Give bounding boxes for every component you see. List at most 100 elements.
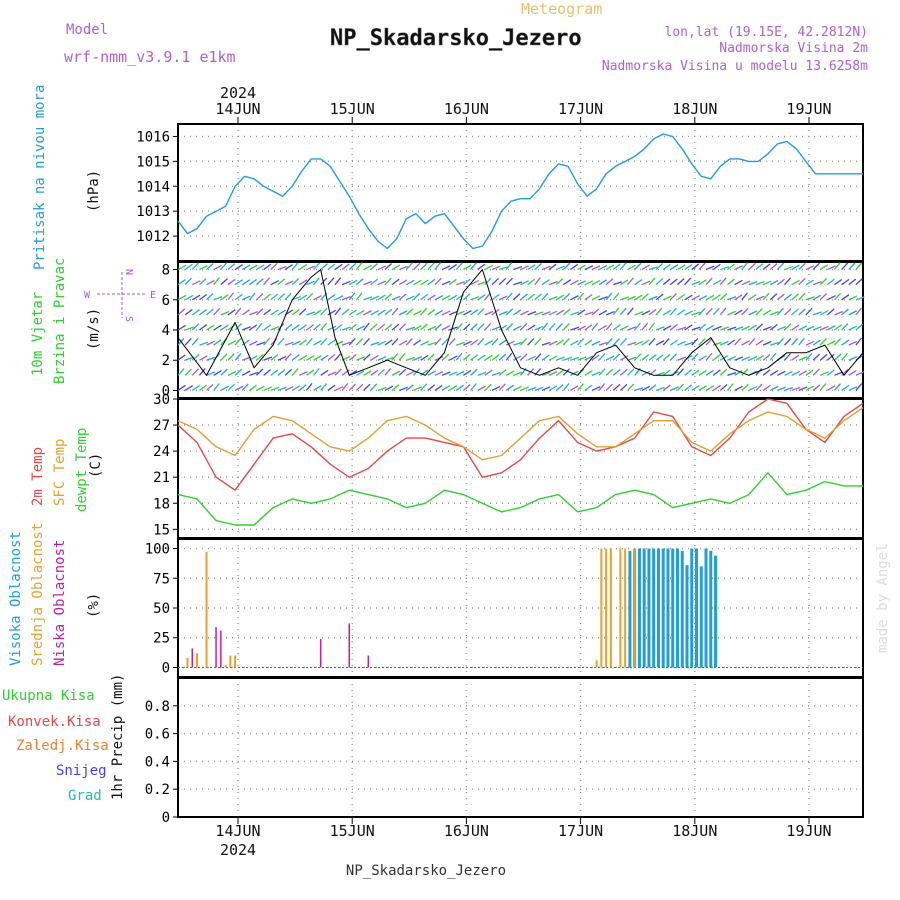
wind-barb [305, 337, 313, 346]
wind-barb [669, 353, 678, 361]
wind-barb [627, 277, 634, 286]
wind-barb [391, 384, 400, 391]
wind-barb [605, 383, 613, 391]
wind-barb [841, 339, 850, 346]
wind-barb [463, 310, 472, 316]
pressure-label: Pritisak na nivou mora [32, 85, 48, 270]
mid-cloud-bar [196, 653, 199, 668]
wind-barb [513, 371, 522, 376]
wind-barb [384, 308, 393, 316]
wind-barb [598, 309, 608, 316]
wind-barb [463, 278, 471, 286]
day-label-top: 14JUN [215, 100, 260, 118]
wind-barb [284, 323, 293, 331]
wind-barb [662, 338, 670, 346]
wind-barb [234, 279, 243, 286]
wind-barb [698, 323, 707, 331]
wind-barb [470, 279, 479, 286]
wind-barb [391, 307, 399, 316]
high-cloud-bar [647, 548, 651, 668]
wind-barb [734, 338, 742, 346]
wind-barb [448, 355, 458, 361]
wind-barb [698, 279, 707, 286]
wind-barb [605, 338, 613, 346]
wind-barb [577, 292, 585, 301]
wind-barb [619, 307, 627, 316]
wind-barb [199, 265, 208, 271]
wind-barb [855, 278, 863, 286]
wind-barb [734, 370, 743, 376]
wind-compass: W E N S [84, 269, 156, 322]
wind-barb [370, 323, 378, 331]
wind-barb [826, 308, 835, 316]
wind-barb [705, 277, 713, 286]
wind-barb [727, 339, 736, 346]
wind-barb [206, 263, 214, 271]
high-cloud-bar [714, 555, 718, 668]
wind-barb [798, 292, 806, 301]
wind-barb [206, 356, 216, 361]
wind-barb [341, 280, 351, 286]
panel-frame [177, 398, 864, 539]
wind-barb [477, 371, 487, 376]
wind-barb [227, 292, 235, 301]
wind-barb [348, 292, 356, 301]
wind-barb [698, 295, 708, 301]
wind-barb [527, 311, 537, 316]
wind-barb [848, 278, 857, 286]
wind-barb [248, 324, 258, 331]
wind-barb [834, 353, 842, 361]
wind-label-2: Brzina i Pravac [52, 258, 68, 384]
y-tick-label: 50 [153, 601, 170, 617]
wind-barb [306, 280, 315, 286]
wind-barb [798, 277, 806, 286]
wind-barb [448, 385, 458, 391]
cloud-panel: 0 25 50 75 100 [145, 538, 864, 678]
rain-total-label: Ukupna Kisa [2, 688, 95, 704]
wind-barb [805, 325, 815, 331]
wind-barb [577, 338, 585, 346]
wind-barb [427, 353, 435, 361]
wind-barb [634, 311, 644, 316]
wind-barb [291, 309, 300, 316]
wind-barb [577, 356, 587, 361]
wind-barb [620, 355, 629, 361]
wind-barb [705, 385, 715, 391]
wind-barb [677, 264, 686, 271]
wind-barb [691, 311, 701, 316]
wind-barb [598, 353, 606, 361]
wind-barb [720, 326, 729, 331]
wind-barb [484, 277, 492, 286]
wind-barb [177, 294, 187, 301]
wind-barb [719, 277, 727, 286]
wind-barb [405, 384, 414, 391]
wind-barb [427, 341, 437, 346]
wind-barb [741, 340, 750, 346]
wind-barb [256, 293, 264, 301]
y-tick-label: 1016 [136, 129, 170, 145]
wind-barb [320, 307, 328, 316]
wind-barb [270, 293, 279, 301]
wind-barb [627, 341, 637, 346]
wind-barb [762, 340, 772, 346]
wind-barb [634, 262, 642, 271]
wind-barb [527, 386, 537, 392]
wind-barb [477, 354, 486, 361]
low-cloud-bar [220, 630, 222, 668]
wind-barb [405, 308, 414, 316]
compass-s: S [123, 316, 134, 322]
low-cloud-bar [348, 623, 350, 668]
wind-barb [641, 322, 649, 331]
wind-barb [263, 277, 270, 286]
wind-barb [634, 353, 642, 361]
pressure-panel: 1012 1013 1014 1015 1016 [136, 123, 864, 262]
wind-barb [234, 385, 244, 392]
wind-barb [184, 356, 194, 361]
wind-barb [441, 385, 451, 391]
wind-barb [727, 310, 736, 316]
wind-barb [677, 278, 685, 286]
wind-barb [263, 337, 271, 346]
wind-barb [677, 326, 687, 331]
wind-barb [627, 383, 635, 391]
wind-barb [848, 310, 858, 316]
